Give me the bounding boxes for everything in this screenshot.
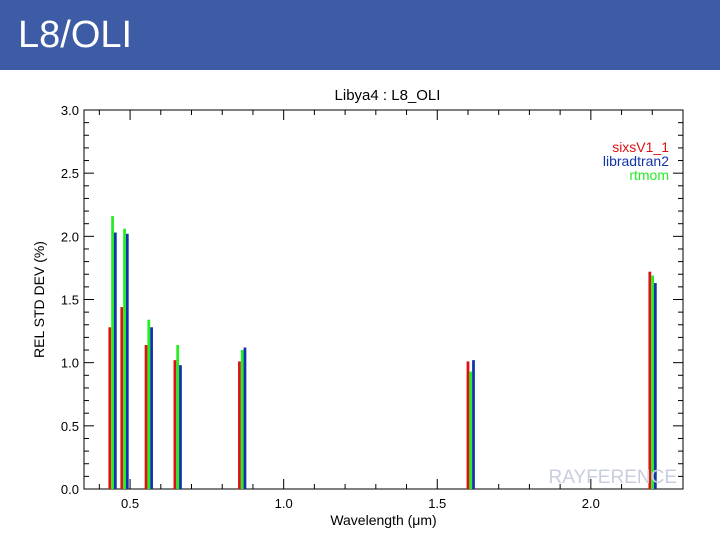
bar-libradtran2-6 <box>653 283 657 489</box>
bar-rtmom-4 <box>240 350 244 489</box>
bar-sixsV1_1-1 <box>120 307 124 489</box>
y-tick-label: 1.0 <box>61 356 79 371</box>
y-tick-label: 1.5 <box>61 293 79 308</box>
legend-entry-rtmom: rtmom <box>629 167 669 183</box>
watermark: RAYFERENCE <box>549 467 677 488</box>
x-tick-label: 0.5 <box>121 496 139 511</box>
bar-libradtran2-5 <box>472 360 475 489</box>
header-bar: L8/OLI <box>0 0 720 70</box>
bar-rtmom-6 <box>651 275 654 489</box>
bar-rtmom-1 <box>123 228 126 489</box>
y-axis: 0.0 0.5 1.0 1.5 2.0 2.5 3.0 <box>61 103 683 497</box>
y-tick-label: 2.5 <box>61 166 79 181</box>
bar-libradtran2-3 <box>179 365 182 489</box>
legend-entry-sixsV1_1: sixsV1_1 <box>612 139 669 155</box>
x-tick-label: 2.0 <box>582 496 600 511</box>
bar-libradtran2-1 <box>125 233 129 489</box>
bar-libradtran2-2 <box>150 327 153 489</box>
page-title: L8/OLI <box>18 14 133 56</box>
bar-libradtran2-4 <box>243 347 247 489</box>
x-tick-label: 1.5 <box>428 496 446 511</box>
x-axis-label: Wavelength (μm) <box>330 512 436 528</box>
bar-libradtran2-0 <box>113 232 117 490</box>
bar-sixsV1_1-0 <box>108 327 112 489</box>
bar-sixsV1_1-3 <box>173 360 177 489</box>
chart-title: Libya4 : L8_OLI <box>335 87 441 104</box>
bar-sixsV1_1-2 <box>144 344 148 489</box>
y-tick-label: 0.0 <box>61 482 79 497</box>
x-axis: 0.5 1.0 1.5 2.0 <box>98 110 684 511</box>
bars <box>108 216 657 490</box>
bar-rtmom-0 <box>111 216 114 489</box>
y-tick-label: 3.0 <box>61 103 79 118</box>
legend-entry-libradtran2: libradtran2 <box>603 153 669 169</box>
bar-sixsV1_1-5 <box>466 361 470 489</box>
y-axis-label: REL STD DEV (%) <box>31 241 47 358</box>
y-tick-label: 2.0 <box>61 229 79 244</box>
bar-sixsV1_1-6 <box>648 271 652 489</box>
bar-rtmom-5 <box>469 371 473 489</box>
bar-rtmom-2 <box>147 319 151 489</box>
bar-sixsV1_1-4 <box>238 361 241 489</box>
bar-rtmom-3 <box>176 344 180 489</box>
y-tick-label: 0.5 <box>61 419 79 434</box>
x-tick-label: 1.0 <box>275 496 293 511</box>
